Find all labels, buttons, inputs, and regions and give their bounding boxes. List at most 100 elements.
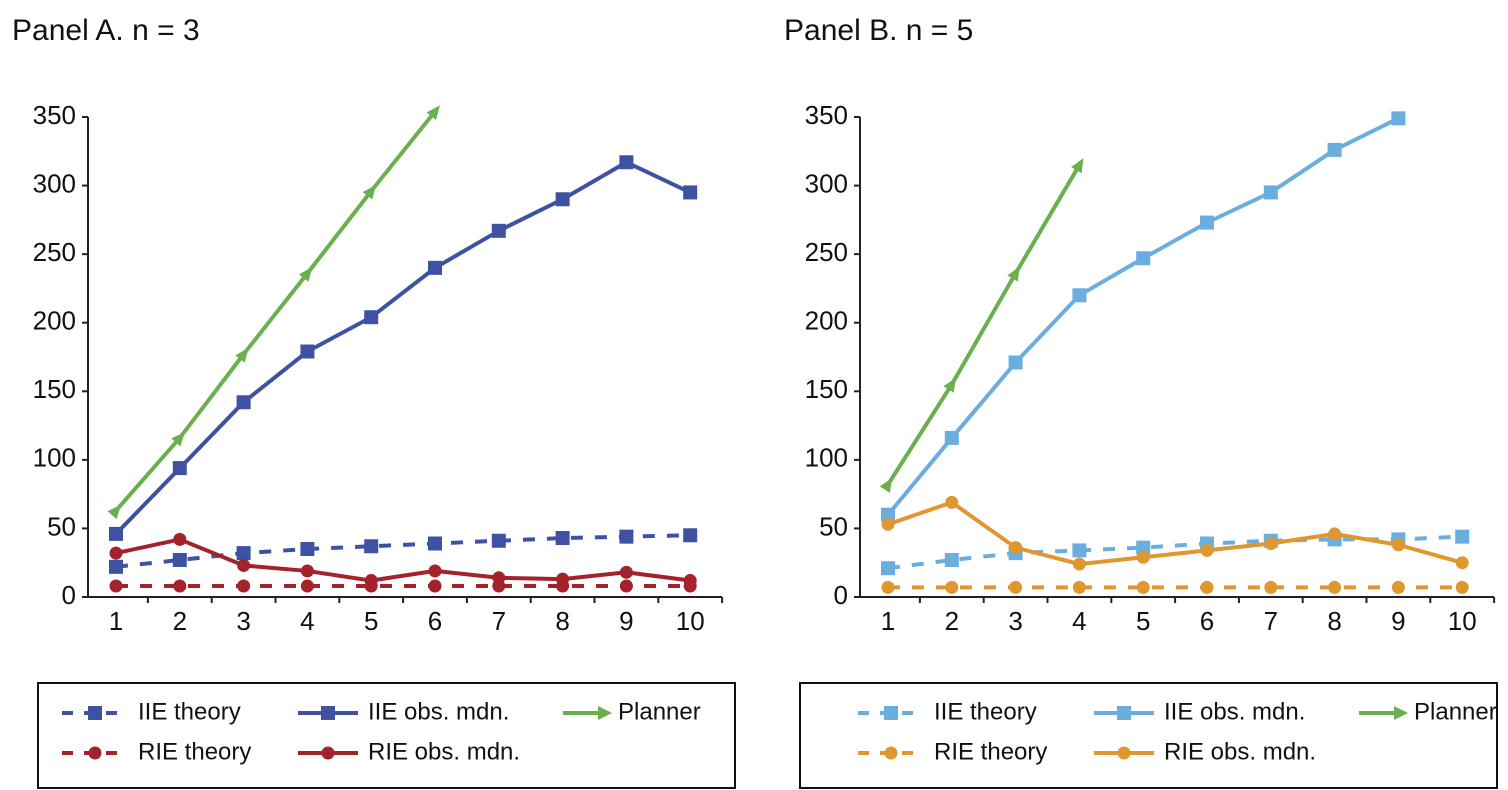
marker-square [1327,142,1342,157]
legend-label: RIE theory [934,738,1047,765]
legend-marker [88,746,102,760]
y-tick-label: 200 [33,306,76,336]
y-tick-label: 100 [33,443,76,473]
marker-square [1263,185,1278,200]
marker-square [364,539,379,554]
y-tick-label: 350 [805,100,848,130]
legend-box [37,682,736,789]
x-tick-label: 6 [1200,606,1214,636]
marker-square [428,260,442,275]
marker-circle [945,495,959,509]
marker-square [300,542,315,556]
y-tick-label: 300 [805,168,848,198]
marker-circle [1328,527,1342,541]
legend-marker [321,706,335,720]
y-tick-label: 350 [33,100,76,130]
legend-label: IIE obs. mdn. [1164,698,1305,725]
marker-arrow [1071,158,1084,174]
marker-circle [428,564,442,578]
marker-circle [300,579,314,593]
x-tick-label: 2 [945,606,959,636]
x-tick-label: 3 [1008,606,1022,636]
marker-square [364,310,379,325]
x-tick-label: 9 [619,606,633,636]
marker-circle [881,580,895,594]
y-tick-label: 150 [805,374,848,404]
marker-arrow [171,431,186,447]
series-line [887,500,1463,567]
marker-circle [1391,580,1405,594]
marker-arrow [943,377,957,393]
series-line [887,534,1463,571]
y-tick-label: 0 [834,580,848,610]
legend-label: IIE obs. mdn. [368,698,509,725]
y-tick-label: 50 [47,511,76,541]
marker-arrow [879,477,893,493]
legend-label: RIE theory [138,738,251,765]
marker-circle [1391,538,1405,552]
marker-circle [173,579,187,593]
marker-square [944,430,959,445]
marker-circle [109,579,123,593]
marker-circle [1200,543,1214,557]
marker-circle [881,517,895,531]
marker-square [172,461,187,476]
legend-box [799,682,1498,789]
series-line [114,159,692,536]
y-tick-label: 200 [805,306,848,336]
marker-circle [1136,580,1150,594]
marker-square [1200,215,1214,230]
legend-marker [88,706,102,720]
marker-square [944,552,959,567]
marker-square [1136,540,1151,555]
marker-circle [1072,557,1086,571]
y-tick-label: 100 [805,443,848,473]
marker-circle [492,571,506,585]
marker-square [683,528,698,543]
x-tick-label: 8 [1327,606,1341,636]
marker-circle [300,564,314,578]
marker-arrow [107,504,122,520]
legend-label: Planner [618,698,701,725]
marker-square [236,395,251,410]
y-tick-label: 0 [62,580,76,610]
legend-label: RIE obs. mdn. [368,738,520,765]
legend-marker [884,706,898,720]
marker-circle [1455,580,1469,594]
marker-square [491,533,506,548]
x-tick-label: 6 [428,606,442,636]
series-line [886,163,1082,486]
x-tick-label: 1 [109,606,123,636]
marker-circle [173,532,187,546]
legend-label: IIE theory [138,698,241,725]
marker-circle [619,579,633,593]
x-tick-label: 10 [676,606,705,636]
marker-circle [1264,580,1278,594]
marker-square [172,552,187,567]
marker-square [1072,288,1087,303]
marker-circle [364,574,378,588]
marker-circle [1200,580,1214,594]
x-tick-label: 5 [1136,606,1150,636]
legend-arrow [1394,706,1408,720]
marker-circle [428,579,442,593]
marker-circle [1264,537,1278,551]
marker-circle [1009,580,1023,594]
marker-circle [109,546,123,560]
marker-square [1391,111,1406,126]
marker-circle [1136,550,1150,564]
x-tick-label: 4 [1072,606,1086,636]
marker-square [881,507,895,522]
marker-circle [1455,556,1469,570]
y-tick-label: 250 [33,237,76,267]
x-tick-label: 8 [555,606,569,636]
marker-square [491,223,506,238]
legend-marker [884,746,898,760]
legend-arrow [598,706,612,720]
x-tick-label: 7 [492,606,506,636]
marker-circle [619,565,633,579]
legend-label: Planner [1414,698,1497,725]
marker-square [1008,355,1023,370]
